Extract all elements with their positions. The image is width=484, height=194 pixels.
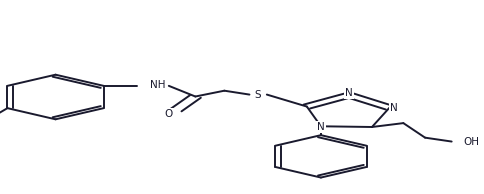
Text: NH: NH xyxy=(151,80,166,90)
Text: N: N xyxy=(345,88,353,98)
Text: N: N xyxy=(317,122,325,132)
Text: N: N xyxy=(391,103,398,113)
Text: OH: OH xyxy=(464,137,480,146)
Text: O: O xyxy=(165,109,173,119)
Text: S: S xyxy=(255,90,261,100)
